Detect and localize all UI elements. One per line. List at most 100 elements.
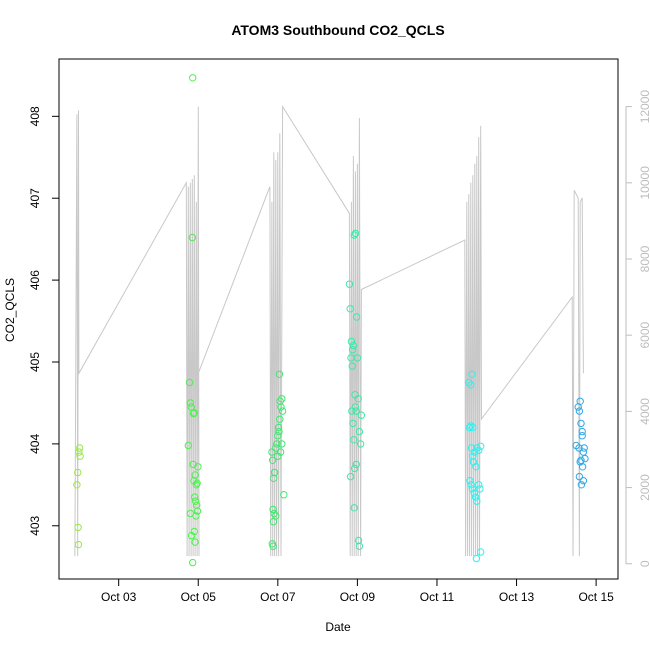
data-point bbox=[357, 411, 366, 419]
data-point bbox=[580, 444, 588, 452]
data-point bbox=[273, 440, 281, 448]
data-point bbox=[352, 313, 361, 321]
x-tick-label: Oct 03 bbox=[101, 590, 137, 604]
data-point bbox=[467, 481, 475, 489]
data-point bbox=[578, 427, 586, 436]
data-point bbox=[276, 415, 284, 423]
data-point bbox=[471, 493, 480, 501]
x-tick-label: Oct 09 bbox=[340, 590, 376, 604]
data-point bbox=[351, 391, 359, 399]
data-point bbox=[351, 229, 360, 238]
data-point bbox=[276, 448, 285, 456]
chart-title: ATOM3 Southbound CO2_QCLS bbox=[231, 22, 444, 38]
y-axis-label: CO2_QCLS bbox=[3, 278, 17, 342]
data-point bbox=[193, 479, 201, 487]
data-point bbox=[269, 518, 278, 526]
data-point bbox=[350, 464, 359, 473]
data-point bbox=[268, 448, 276, 456]
data-point bbox=[347, 354, 355, 362]
data-point bbox=[578, 432, 586, 440]
data-point bbox=[275, 427, 283, 436]
data-point bbox=[188, 233, 197, 242]
data-point bbox=[472, 463, 480, 471]
data-point bbox=[467, 422, 475, 430]
x-tick-label: Oct 11 bbox=[420, 590, 455, 604]
data-point bbox=[194, 463, 202, 471]
data-point bbox=[272, 444, 280, 452]
data-point bbox=[349, 341, 358, 350]
data-point bbox=[350, 504, 358, 512]
data-point bbox=[355, 427, 364, 436]
data-point bbox=[355, 542, 364, 550]
data-point bbox=[477, 442, 485, 450]
data-point bbox=[348, 407, 356, 415]
x-axis-label: Date bbox=[325, 620, 351, 634]
y2-tick-label: 2000 bbox=[638, 474, 650, 501]
data-point bbox=[274, 432, 282, 440]
data-point bbox=[74, 540, 83, 549]
data-point bbox=[575, 472, 584, 481]
data-point bbox=[477, 548, 485, 556]
data-point bbox=[274, 423, 283, 432]
data-point bbox=[348, 362, 356, 370]
data-point bbox=[280, 491, 288, 499]
data-point bbox=[466, 477, 474, 485]
y-tick-label: 403 bbox=[28, 515, 42, 535]
data-point bbox=[189, 558, 197, 567]
data-point bbox=[469, 452, 477, 460]
data-point bbox=[191, 493, 199, 501]
data-point bbox=[277, 403, 285, 411]
data-point bbox=[73, 481, 81, 489]
data-point bbox=[468, 370, 476, 378]
data-point bbox=[189, 409, 198, 418]
data-point bbox=[471, 448, 479, 456]
y-axis: 403 404 405 406 407 408 bbox=[28, 106, 59, 536]
data-point bbox=[278, 407, 287, 415]
data-point bbox=[191, 471, 199, 479]
data-point bbox=[269, 505, 277, 514]
data-point bbox=[579, 477, 588, 485]
data-point bbox=[187, 403, 195, 411]
data-point bbox=[189, 74, 197, 82]
data-point bbox=[470, 489, 479, 497]
data-point bbox=[352, 407, 360, 415]
data-point bbox=[270, 468, 279, 477]
data-point bbox=[348, 346, 357, 354]
data-point bbox=[354, 536, 363, 545]
data-point bbox=[469, 423, 477, 432]
points-layer bbox=[73, 74, 589, 567]
data-point bbox=[345, 280, 354, 288]
data-point bbox=[76, 444, 84, 452]
data-point bbox=[349, 419, 357, 428]
altitude-layer bbox=[74, 104, 584, 557]
data-point bbox=[76, 452, 84, 460]
data-point bbox=[467, 381, 475, 389]
data-point bbox=[269, 542, 277, 550]
data-point bbox=[575, 407, 584, 415]
data-point bbox=[473, 497, 481, 505]
data-point bbox=[465, 378, 473, 387]
y2-axis: 0 2000 4000 6000 8000 10000 12000 bbox=[625, 90, 650, 567]
x-tick-label: Oct 15 bbox=[578, 590, 614, 604]
altitude-line bbox=[74, 104, 584, 557]
data-point bbox=[576, 397, 584, 405]
data-point bbox=[350, 436, 358, 444]
y-tick-label: 408 bbox=[28, 106, 42, 126]
data-point bbox=[190, 409, 199, 417]
data-point bbox=[468, 485, 477, 493]
x-tick-label: Oct 13 bbox=[499, 590, 535, 604]
data-point bbox=[278, 440, 286, 448]
data-point bbox=[352, 460, 360, 469]
data-point bbox=[185, 378, 194, 387]
y-tick-label: 405 bbox=[28, 352, 42, 372]
data-point bbox=[581, 454, 589, 463]
data-point bbox=[186, 399, 195, 407]
y2-tick-label: 0 bbox=[638, 560, 650, 567]
y2-tick-label: 10000 bbox=[638, 166, 650, 200]
data-point bbox=[475, 446, 483, 455]
data-point bbox=[575, 444, 583, 452]
data-point bbox=[465, 423, 474, 432]
data-point bbox=[476, 485, 484, 493]
data-point bbox=[193, 501, 201, 509]
